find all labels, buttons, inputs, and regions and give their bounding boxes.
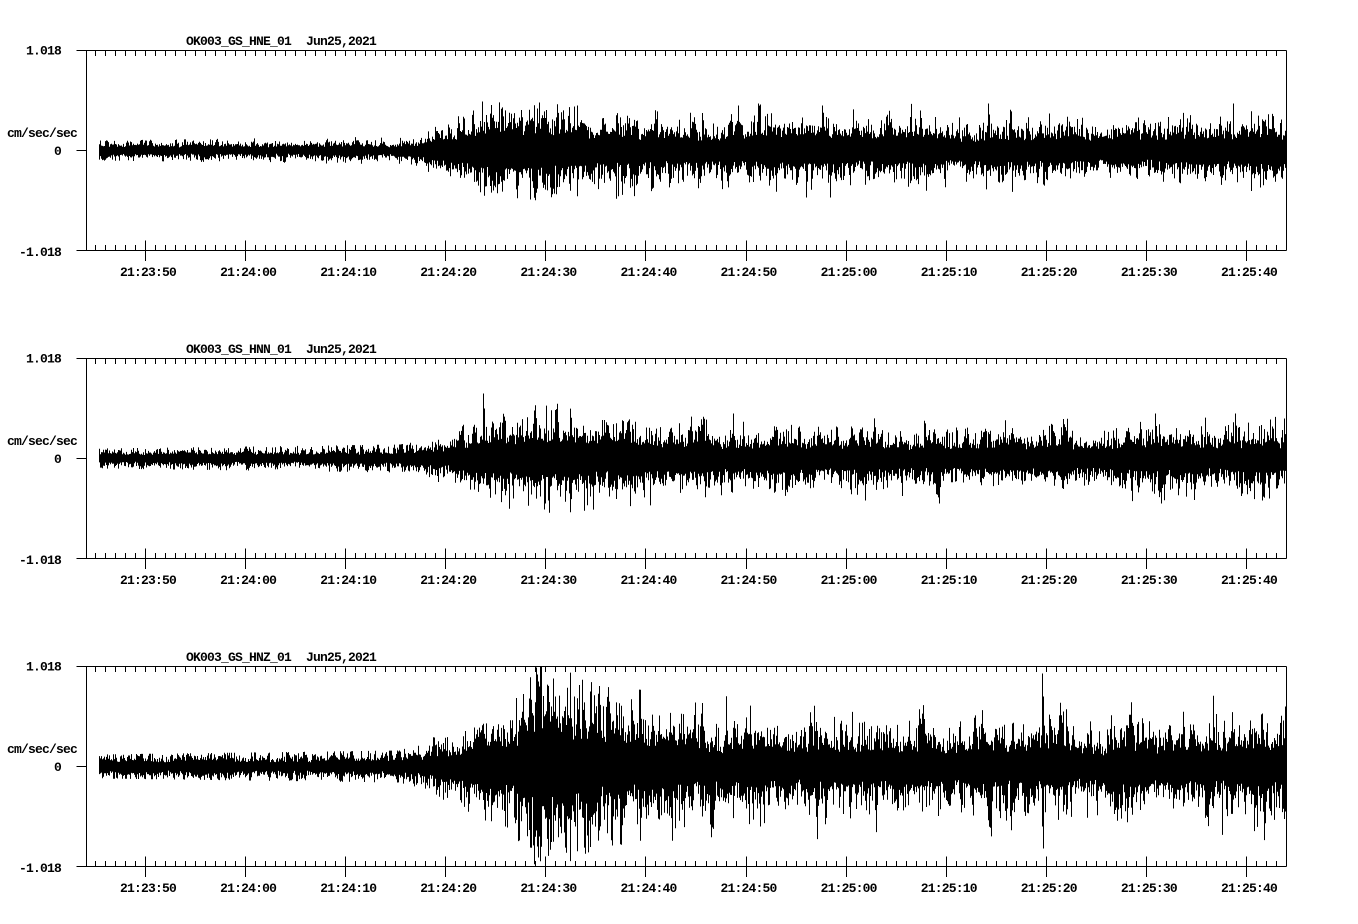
svg-text:Jun25,2021: Jun25,2021 [306, 650, 377, 665]
svg-text:-1.018: -1.018 [19, 861, 62, 876]
svg-text:21:24:20: 21:24:20 [420, 265, 477, 280]
svg-text:Jun25,2021: Jun25,2021 [306, 342, 377, 357]
svg-text:21:24:40: 21:24:40 [620, 265, 677, 280]
svg-text:21:24:00: 21:24:00 [220, 265, 277, 280]
svg-text:21:24:30: 21:24:30 [520, 265, 577, 280]
svg-text:cm/sec/sec: cm/sec/sec [7, 126, 78, 141]
svg-text:cm/sec/sec: cm/sec/sec [7, 434, 78, 449]
svg-text:0: 0 [54, 144, 62, 159]
svg-text:21:24:40: 21:24:40 [620, 573, 677, 588]
svg-text:21:25:20: 21:25:20 [1021, 265, 1078, 280]
svg-text:0: 0 [54, 760, 62, 775]
svg-text:21:23:50: 21:23:50 [120, 573, 177, 588]
svg-text:21:24:50: 21:24:50 [720, 265, 777, 280]
svg-text:21:25:10: 21:25:10 [921, 881, 978, 896]
svg-text:0: 0 [54, 452, 62, 467]
svg-text:21:24:30: 21:24:30 [520, 881, 577, 896]
svg-text:21:24:00: 21:24:00 [220, 573, 277, 588]
svg-text:cm/sec/sec: cm/sec/sec [7, 742, 78, 757]
svg-text:21:23:50: 21:23:50 [120, 881, 177, 896]
svg-text:21:23:50: 21:23:50 [120, 265, 177, 280]
svg-text:21:24:40: 21:24:40 [620, 881, 677, 896]
svg-text:21:25:10: 21:25:10 [921, 265, 978, 280]
svg-text:21:24:30: 21:24:30 [520, 573, 577, 588]
svg-text:21:25:20: 21:25:20 [1021, 573, 1078, 588]
svg-text:21:25:40: 21:25:40 [1221, 265, 1278, 280]
svg-text:OK003_GS_HNN_01: OK003_GS_HNN_01 [186, 342, 292, 357]
svg-text:21:25:00: 21:25:00 [821, 881, 878, 896]
svg-text:21:24:20: 21:24:20 [420, 881, 477, 896]
svg-text:21:24:10: 21:24:10 [320, 265, 377, 280]
svg-text:21:24:10: 21:24:10 [320, 881, 377, 896]
svg-text:1.018: 1.018 [26, 660, 62, 675]
svg-text:21:25:10: 21:25:10 [921, 573, 978, 588]
svg-text:21:25:30: 21:25:30 [1121, 265, 1178, 280]
svg-text:21:25:00: 21:25:00 [821, 573, 878, 588]
svg-text:1.018: 1.018 [26, 44, 62, 59]
svg-text:21:25:00: 21:25:00 [821, 265, 878, 280]
svg-text:Jun25,2021: Jun25,2021 [306, 34, 377, 49]
svg-text:21:24:20: 21:24:20 [420, 573, 477, 588]
svg-text:21:25:30: 21:25:30 [1121, 573, 1178, 588]
svg-text:21:24:50: 21:24:50 [720, 573, 777, 588]
svg-text:21:25:40: 21:25:40 [1221, 573, 1278, 588]
svg-text:21:24:00: 21:24:00 [220, 881, 277, 896]
svg-text:OK003_GS_HNE_01: OK003_GS_HNE_01 [186, 34, 292, 49]
svg-text:1.018: 1.018 [26, 352, 62, 367]
svg-text:21:24:10: 21:24:10 [320, 573, 377, 588]
svg-text:21:25:40: 21:25:40 [1221, 881, 1278, 896]
svg-text:OK003_GS_HNZ_01: OK003_GS_HNZ_01 [186, 650, 292, 665]
svg-text:21:24:50: 21:24:50 [720, 881, 777, 896]
svg-text:-1.018: -1.018 [19, 553, 62, 568]
svg-text:21:25:20: 21:25:20 [1021, 881, 1078, 896]
svg-text:21:25:30: 21:25:30 [1121, 881, 1178, 896]
svg-text:-1.018: -1.018 [19, 245, 62, 260]
